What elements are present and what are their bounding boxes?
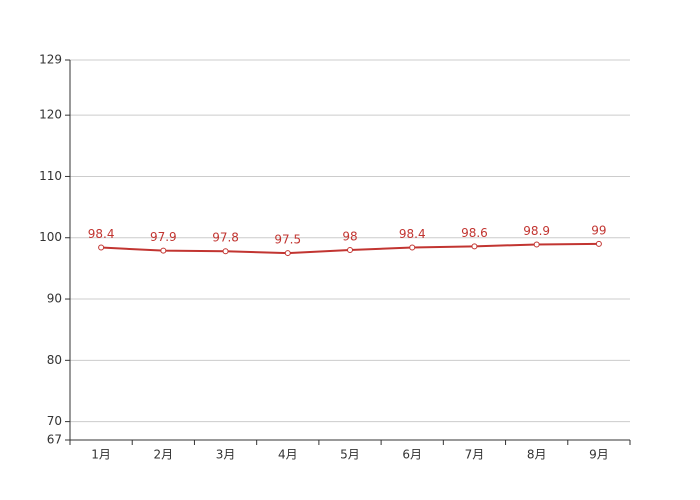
point bbox=[160, 247, 167, 254]
y-tick-label: 67 bbox=[47, 433, 62, 447]
y-tick-label: 90 bbox=[47, 292, 62, 306]
y-tick-label: 120 bbox=[39, 108, 62, 122]
point bbox=[409, 244, 416, 251]
point bbox=[98, 244, 105, 251]
x-tick-label: 2月 bbox=[154, 448, 174, 462]
x-tick-label: 8月 bbox=[527, 448, 547, 462]
point bbox=[347, 247, 353, 253]
y-tick-label: 129 bbox=[39, 53, 62, 67]
data-label: 98.4 bbox=[88, 227, 115, 241]
data-label: 98.9 bbox=[523, 224, 550, 238]
x-tick-label: 9月 bbox=[589, 448, 609, 462]
data-label: 98 bbox=[342, 230, 357, 244]
point bbox=[533, 241, 540, 248]
data-label: 98.6 bbox=[461, 226, 488, 240]
data-label: 99 bbox=[591, 223, 606, 237]
data-label: 98.4 bbox=[399, 227, 426, 241]
point bbox=[471, 243, 478, 250]
point bbox=[595, 240, 602, 247]
x-tick-label: 4月 bbox=[278, 448, 298, 462]
x-tick-label: 7月 bbox=[465, 448, 485, 462]
x-tick-label: 6月 bbox=[402, 448, 422, 462]
y-tick-label: 110 bbox=[39, 169, 62, 183]
y-tick-label: 80 bbox=[47, 353, 62, 367]
y-tick-label: 70 bbox=[47, 414, 62, 428]
x-tick-label: 3月 bbox=[216, 448, 236, 462]
point bbox=[284, 250, 291, 257]
x-tick-label: 1月 bbox=[91, 448, 111, 462]
data-label: 97.9 bbox=[150, 230, 177, 244]
x-tick-label: 5月 bbox=[340, 448, 360, 462]
y-tick-label: 100 bbox=[39, 230, 62, 244]
data-label: 97.8 bbox=[212, 231, 239, 245]
point bbox=[222, 248, 229, 255]
data-label: 97.5 bbox=[274, 233, 301, 247]
